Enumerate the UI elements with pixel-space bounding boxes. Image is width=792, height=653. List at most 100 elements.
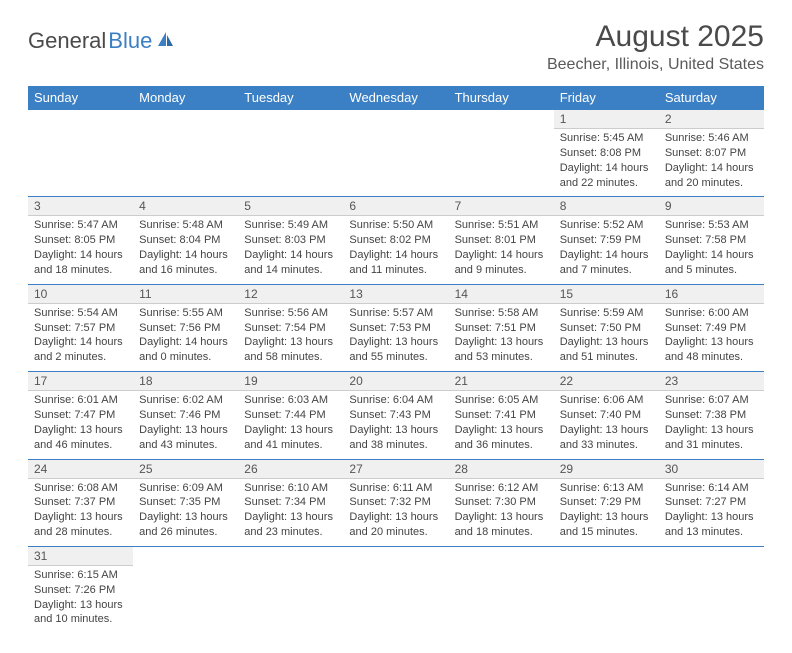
- day-number-cell: [28, 110, 133, 129]
- daylight-line: Daylight: 14 hours and 20 minutes.: [665, 161, 758, 191]
- day-number-cell: 17: [28, 372, 133, 391]
- day-number-cell: 11: [133, 284, 238, 303]
- sunrise-line: Sunrise: 6:06 AM: [560, 393, 653, 408]
- day-number-cell: [238, 546, 343, 565]
- day-content-cell: Sunrise: 6:06 AMSunset: 7:40 PMDaylight:…: [554, 391, 659, 459]
- daylight-line: Daylight: 14 hours and 2 minutes.: [34, 335, 127, 365]
- day-number-row: 31: [28, 546, 764, 565]
- sunrise-line: Sunrise: 5:53 AM: [665, 218, 758, 233]
- day-content-cell: Sunrise: 6:08 AMSunset: 7:37 PMDaylight:…: [28, 478, 133, 546]
- day-content-cell: [554, 565, 659, 633]
- calendar-page: GeneralBlue August 2025 Beecher, Illinoi…: [0, 0, 792, 653]
- day-content-cell: Sunrise: 5:48 AMSunset: 8:04 PMDaylight:…: [133, 216, 238, 284]
- sunrise-line: Sunrise: 6:13 AM: [560, 481, 653, 496]
- sunrise-line: Sunrise: 5:56 AM: [244, 306, 337, 321]
- day-content-cell: Sunrise: 6:05 AMSunset: 7:41 PMDaylight:…: [449, 391, 554, 459]
- day-content-row: Sunrise: 5:47 AMSunset: 8:05 PMDaylight:…: [28, 216, 764, 284]
- sunrise-line: Sunrise: 5:55 AM: [139, 306, 232, 321]
- month-title: August 2025: [547, 20, 764, 54]
- daylight-line: Daylight: 13 hours and 20 minutes.: [349, 510, 442, 540]
- sunrise-line: Sunrise: 6:08 AM: [34, 481, 127, 496]
- day-number-cell: 18: [133, 372, 238, 391]
- sunrise-line: Sunrise: 6:04 AM: [349, 393, 442, 408]
- sunset-line: Sunset: 7:29 PM: [560, 495, 653, 510]
- daylight-line: Daylight: 13 hours and 36 minutes.: [455, 423, 548, 453]
- day-number-cell: [133, 546, 238, 565]
- day-number-cell: 9: [659, 197, 764, 216]
- daylight-line: Daylight: 14 hours and 11 minutes.: [349, 248, 442, 278]
- day-content-cell: Sunrise: 5:49 AMSunset: 8:03 PMDaylight:…: [238, 216, 343, 284]
- sunset-line: Sunset: 8:01 PM: [455, 233, 548, 248]
- day-number-cell: 25: [133, 459, 238, 478]
- sunset-line: Sunset: 7:46 PM: [139, 408, 232, 423]
- daylight-line: Daylight: 13 hours and 55 minutes.: [349, 335, 442, 365]
- sunrise-line: Sunrise: 5:50 AM: [349, 218, 442, 233]
- sunset-line: Sunset: 7:40 PM: [560, 408, 653, 423]
- sunrise-line: Sunrise: 5:46 AM: [665, 131, 758, 146]
- daylight-line: Daylight: 13 hours and 28 minutes.: [34, 510, 127, 540]
- daylight-line: Daylight: 13 hours and 41 minutes.: [244, 423, 337, 453]
- day-header: Friday: [554, 86, 659, 110]
- day-content-cell: Sunrise: 6:15 AMSunset: 7:26 PMDaylight:…: [28, 565, 133, 633]
- sunrise-line: Sunrise: 6:09 AM: [139, 481, 232, 496]
- day-number-cell: 13: [343, 284, 448, 303]
- day-number-cell: 26: [238, 459, 343, 478]
- day-number-cell: 10: [28, 284, 133, 303]
- sunset-line: Sunset: 7:54 PM: [244, 321, 337, 336]
- day-content-cell: [238, 129, 343, 197]
- sunrise-line: Sunrise: 5:47 AM: [34, 218, 127, 233]
- daylight-line: Daylight: 13 hours and 10 minutes.: [34, 598, 127, 628]
- sunset-line: Sunset: 7:43 PM: [349, 408, 442, 423]
- day-content-cell: Sunrise: 5:45 AMSunset: 8:08 PMDaylight:…: [554, 129, 659, 197]
- sunrise-line: Sunrise: 5:58 AM: [455, 306, 548, 321]
- day-number-cell: 8: [554, 197, 659, 216]
- day-number-cell: 16: [659, 284, 764, 303]
- sunrise-line: Sunrise: 6:12 AM: [455, 481, 548, 496]
- day-content-cell: [449, 129, 554, 197]
- daylight-line: Daylight: 14 hours and 18 minutes.: [34, 248, 127, 278]
- day-number-cell: 1: [554, 110, 659, 129]
- day-number-cell: [238, 110, 343, 129]
- day-content-cell: [449, 565, 554, 633]
- sunset-line: Sunset: 7:56 PM: [139, 321, 232, 336]
- daylight-line: Daylight: 13 hours and 46 minutes.: [34, 423, 127, 453]
- daylight-line: Daylight: 13 hours and 51 minutes.: [560, 335, 653, 365]
- day-number-cell: [343, 546, 448, 565]
- day-number-cell: 12: [238, 284, 343, 303]
- day-content-cell: Sunrise: 5:51 AMSunset: 8:01 PMDaylight:…: [449, 216, 554, 284]
- day-number-row: 17181920212223: [28, 372, 764, 391]
- sunset-line: Sunset: 7:35 PM: [139, 495, 232, 510]
- day-content-cell: [133, 565, 238, 633]
- day-content-cell: Sunrise: 6:01 AMSunset: 7:47 PMDaylight:…: [28, 391, 133, 459]
- sunrise-line: Sunrise: 6:15 AM: [34, 568, 127, 583]
- day-header-row: Sunday Monday Tuesday Wednesday Thursday…: [28, 86, 764, 110]
- day-content-cell: [28, 129, 133, 197]
- logo: GeneralBlue: [28, 28, 176, 54]
- day-content-cell: [238, 565, 343, 633]
- day-number-cell: [554, 546, 659, 565]
- sunset-line: Sunset: 8:03 PM: [244, 233, 337, 248]
- day-number-cell: 21: [449, 372, 554, 391]
- sunrise-line: Sunrise: 5:52 AM: [560, 218, 653, 233]
- sunset-line: Sunset: 7:38 PM: [665, 408, 758, 423]
- sunrise-line: Sunrise: 5:48 AM: [139, 218, 232, 233]
- day-number-cell: 4: [133, 197, 238, 216]
- day-content-cell: Sunrise: 6:13 AMSunset: 7:29 PMDaylight:…: [554, 478, 659, 546]
- day-content-cell: Sunrise: 5:50 AMSunset: 8:02 PMDaylight:…: [343, 216, 448, 284]
- daylight-line: Daylight: 13 hours and 23 minutes.: [244, 510, 337, 540]
- day-content-row: Sunrise: 5:45 AMSunset: 8:08 PMDaylight:…: [28, 129, 764, 197]
- daylight-line: Daylight: 14 hours and 0 minutes.: [139, 335, 232, 365]
- sunset-line: Sunset: 7:27 PM: [665, 495, 758, 510]
- day-number-cell: 24: [28, 459, 133, 478]
- day-number-cell: 22: [554, 372, 659, 391]
- sunset-line: Sunset: 7:59 PM: [560, 233, 653, 248]
- day-number-row: 24252627282930: [28, 459, 764, 478]
- day-content-row: Sunrise: 6:08 AMSunset: 7:37 PMDaylight:…: [28, 478, 764, 546]
- day-header: Wednesday: [343, 86, 448, 110]
- sunset-line: Sunset: 7:57 PM: [34, 321, 127, 336]
- day-header: Saturday: [659, 86, 764, 110]
- sunset-line: Sunset: 7:58 PM: [665, 233, 758, 248]
- daylight-line: Daylight: 13 hours and 48 minutes.: [665, 335, 758, 365]
- day-content-cell: Sunrise: 6:12 AMSunset: 7:30 PMDaylight:…: [449, 478, 554, 546]
- sunset-line: Sunset: 8:08 PM: [560, 146, 653, 161]
